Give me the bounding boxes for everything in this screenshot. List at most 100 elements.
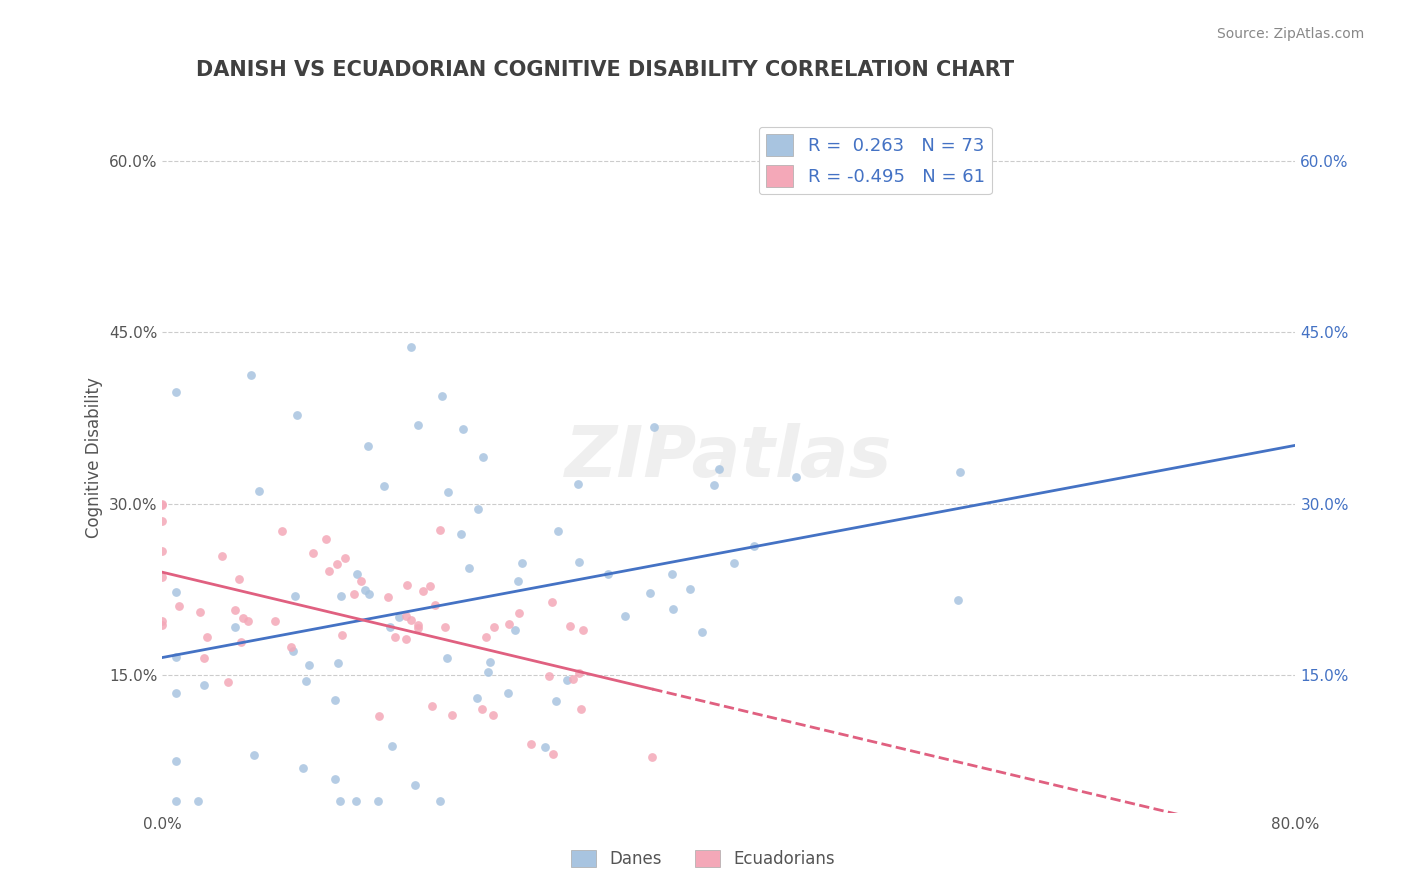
Point (406, 621, 429, 635)
Point (330, 627, 353, 641)
Point (723, 556, 745, 570)
Point (510, 556, 533, 570)
Point (568, 555, 591, 569)
Point (217, 674, 239, 689)
Point (498, 616, 520, 631)
Text: ZIPatlas: ZIPatlas (565, 424, 893, 492)
Point (395, 609, 418, 624)
Point (436, 651, 458, 665)
Point (541, 595, 564, 609)
Point (240, 368, 263, 382)
Point (453, 422, 475, 436)
Point (232, 611, 254, 625)
Point (323, 772, 346, 786)
Point (353, 583, 375, 598)
Y-axis label: Cognitive Disability: Cognitive Disability (86, 377, 103, 539)
Point (150, 544, 173, 558)
Point (474, 631, 496, 645)
Point (538, 669, 561, 683)
Point (350, 574, 373, 588)
Point (165, 585, 187, 599)
Point (318, 564, 340, 578)
Point (295, 674, 318, 689)
Point (150, 618, 173, 632)
Point (344, 794, 367, 808)
Point (395, 632, 418, 646)
Point (946, 592, 969, 607)
Point (377, 591, 399, 605)
Point (165, 650, 187, 665)
Point (165, 794, 187, 808)
Point (195, 630, 218, 644)
Point (703, 478, 725, 492)
Point (284, 589, 307, 603)
Point (437, 484, 460, 499)
Point (193, 651, 215, 665)
Point (505, 623, 527, 637)
Point (329, 589, 352, 603)
Point (547, 524, 569, 538)
Point (367, 709, 389, 723)
Point (420, 699, 443, 714)
Point (433, 620, 456, 634)
Point (785, 469, 807, 483)
Point (707, 462, 730, 476)
Point (496, 686, 519, 700)
Point (429, 794, 451, 808)
Point (165, 385, 187, 400)
Legend: Danes, Ecuadorians: Danes, Ecuadorians (564, 843, 842, 875)
Point (441, 707, 464, 722)
Point (231, 635, 253, 649)
Point (569, 702, 592, 716)
Point (467, 691, 489, 706)
Point (285, 408, 308, 422)
Point (150, 498, 173, 512)
Point (481, 707, 503, 722)
Point (541, 747, 564, 761)
Point (477, 665, 499, 679)
Point (679, 582, 702, 597)
Point (373, 479, 395, 493)
Point (429, 523, 451, 537)
Point (323, 692, 346, 706)
Point (643, 420, 665, 434)
Point (546, 694, 568, 708)
Point (419, 579, 441, 593)
Point (567, 477, 589, 491)
Point (399, 614, 422, 628)
Point (662, 601, 685, 615)
Point (165, 754, 187, 768)
Point (458, 561, 481, 575)
Point (406, 617, 429, 632)
Point (562, 672, 585, 686)
Point (534, 739, 557, 754)
Text: Source: ZipAtlas.com: Source: ZipAtlas.com (1216, 27, 1364, 41)
Point (430, 389, 453, 403)
Point (482, 620, 505, 634)
Point (264, 614, 287, 628)
Point (560, 619, 582, 633)
Point (281, 643, 304, 657)
Point (333, 550, 356, 565)
Point (329, 794, 352, 808)
Point (690, 625, 713, 640)
Point (949, 466, 972, 480)
Point (467, 501, 489, 516)
Point (357, 439, 380, 453)
Point (357, 587, 380, 601)
Point (450, 527, 472, 541)
Point (388, 610, 411, 624)
Point (224, 620, 246, 634)
Point (478, 655, 501, 669)
Point (238, 614, 260, 628)
Point (280, 640, 302, 654)
Point (381, 739, 404, 753)
Point (325, 557, 347, 571)
Point (150, 570, 173, 584)
Point (471, 450, 494, 464)
Point (228, 573, 250, 587)
Point (406, 418, 429, 433)
Point (243, 748, 266, 763)
Point (367, 794, 389, 808)
Point (571, 624, 593, 638)
